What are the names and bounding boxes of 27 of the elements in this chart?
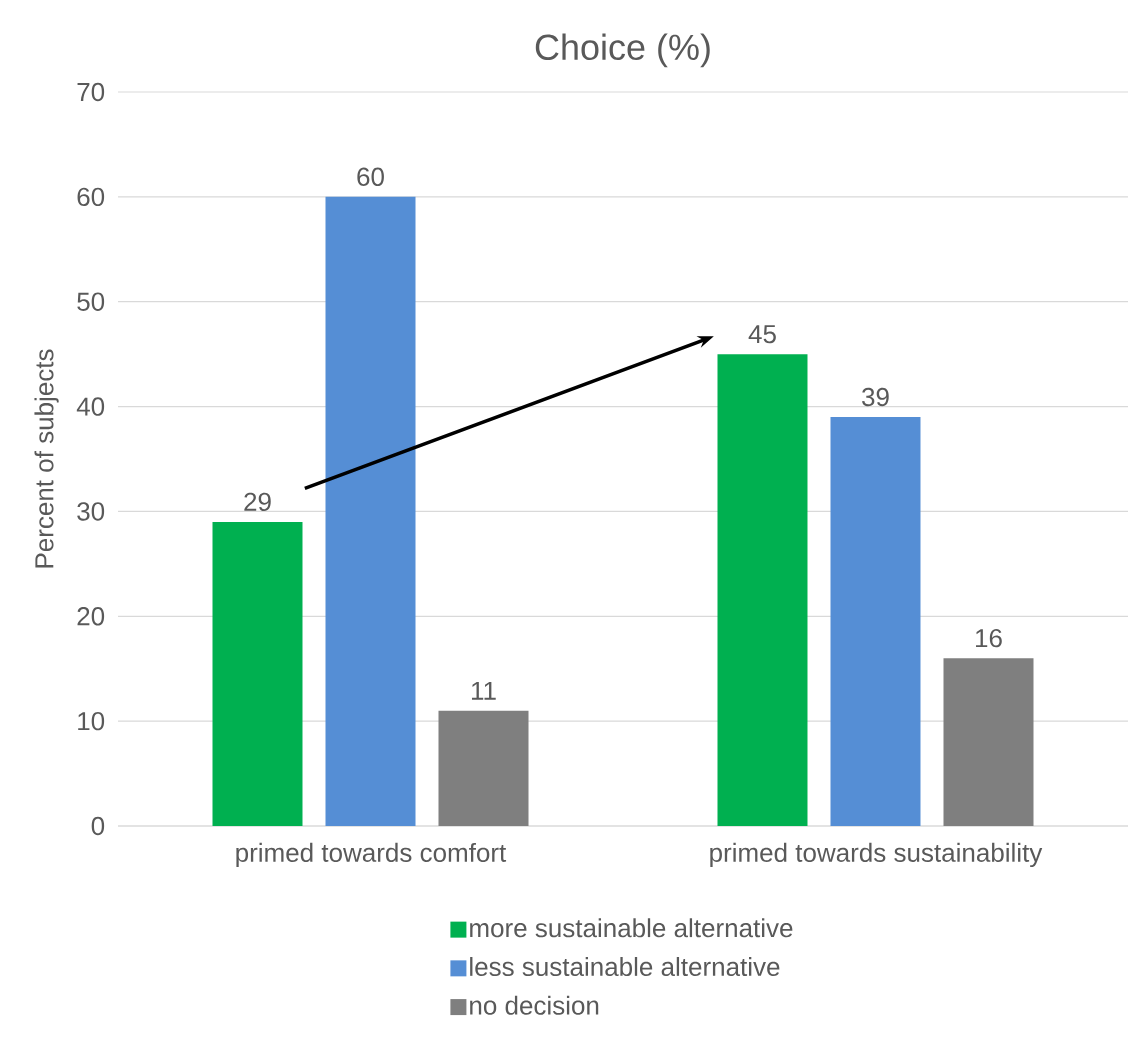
y-tick-label: 40 [76, 397, 105, 416]
legend-label: less sustainable alternative [470, 956, 780, 977]
x-tick-label: primed towards comfort [236, 842, 507, 868]
bar [325, 196, 416, 826]
data-label: 60 [357, 167, 384, 186]
y-tick-label: 70 [77, 82, 105, 102]
y-tick-label: 30 [77, 502, 105, 521]
data-label: 11 [471, 681, 496, 700]
data-label: 45 [748, 325, 776, 344]
y-tick-label: 0 [91, 816, 105, 836]
data-label: 16 [976, 628, 1002, 648]
data-label: 39 [862, 387, 889, 407]
legend-label: more sustainable alternative [470, 918, 793, 938]
legend-label: no decision [470, 995, 599, 1015]
chart-title: Choice (%) [535, 33, 710, 68]
bar [830, 417, 921, 826]
bar [212, 521, 303, 826]
y-tick-label: 10 [78, 711, 105, 731]
y-tick-label: 50 [77, 292, 105, 311]
y-axis-title: Percent of subjects [34, 349, 59, 568]
x-tick-label: primed towards sustainability [710, 842, 1043, 868]
bar [943, 658, 1034, 826]
y-tick-label: 20 [77, 607, 105, 626]
y-tick-label: 60 [77, 187, 105, 207]
bar [717, 354, 808, 826]
data-label: 29 [244, 492, 271, 512]
bar [438, 710, 529, 826]
